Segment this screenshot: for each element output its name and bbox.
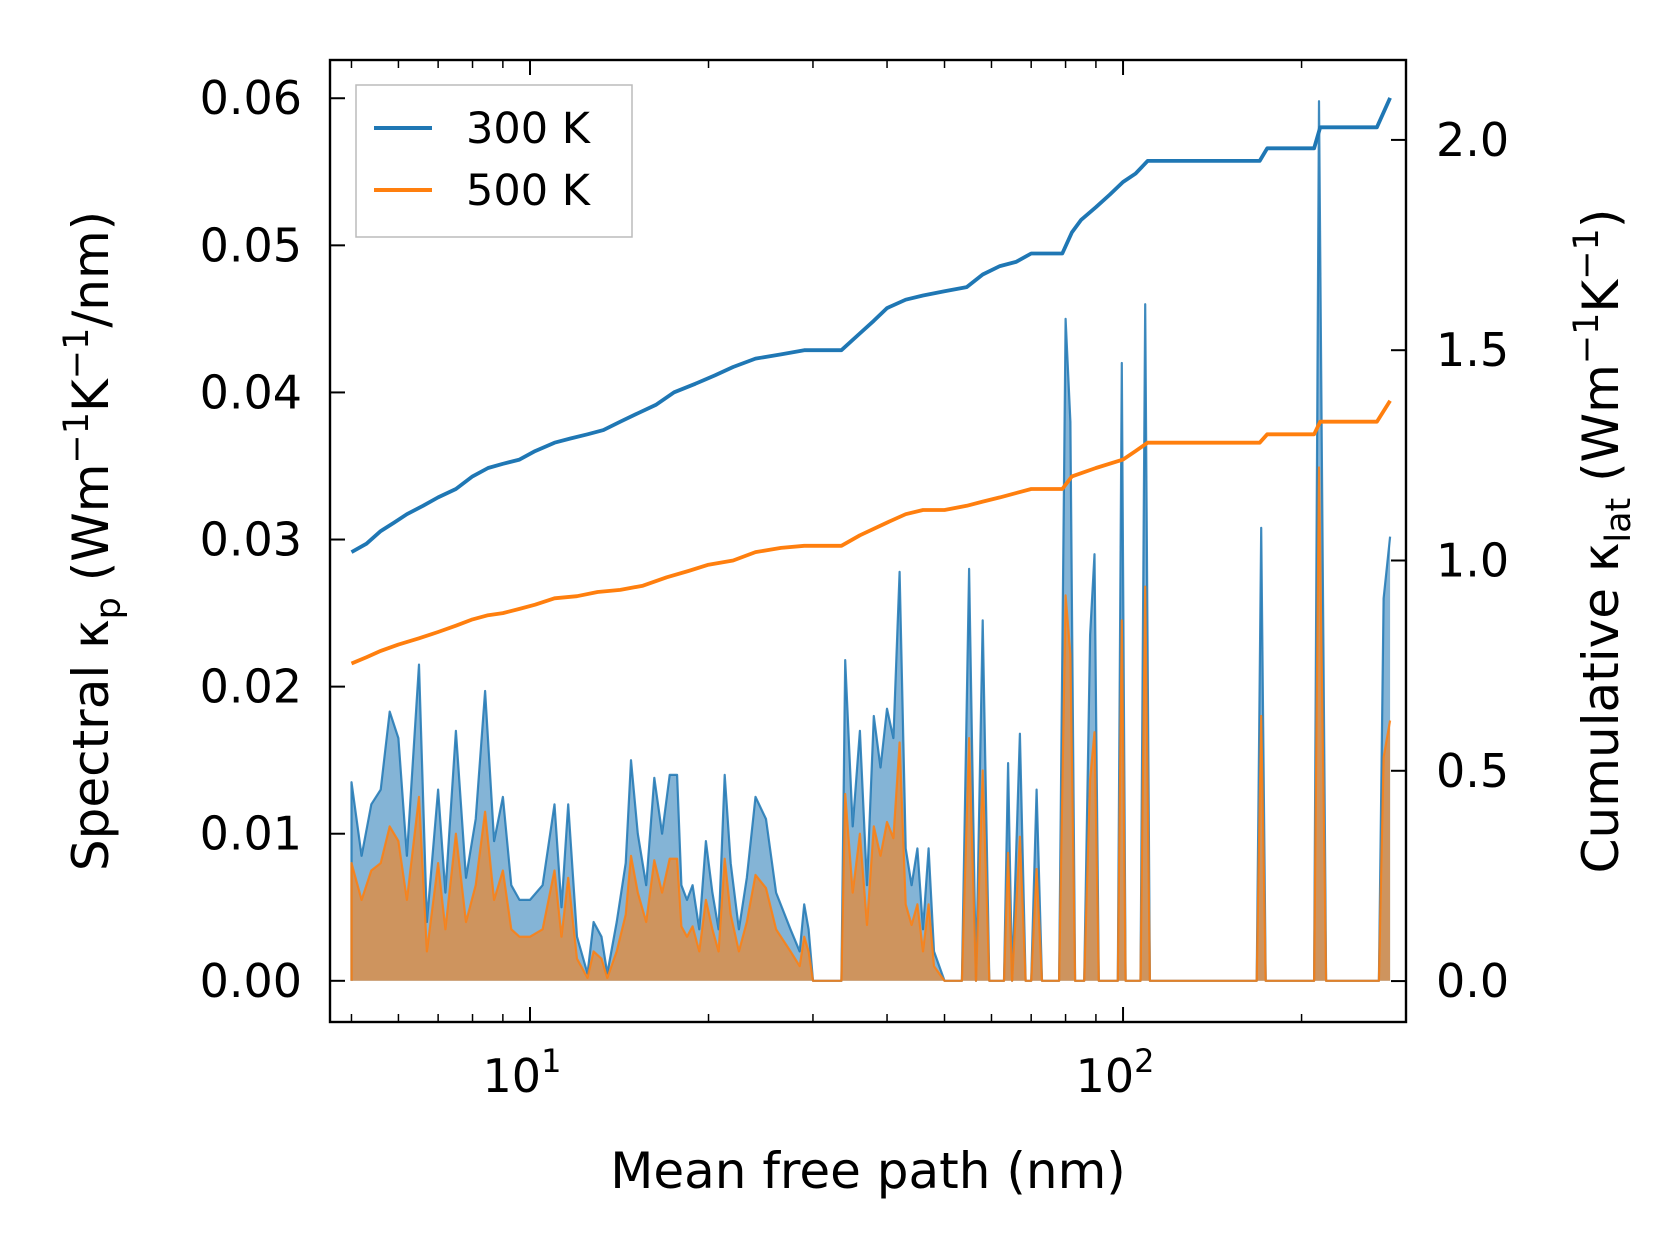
spectral-line-500k [350,466,1392,982]
y-right-tick-label-4: 2.0 [1436,113,1509,167]
x-tick-label-1: 102 [1076,1042,1155,1103]
axis-ticks: 101 102 0.00 0.01 0.02 0.03 0.04 0.05 0.06 0.0 0.5… [200,60,1509,1103]
y-left-label-sup-a: −1 [57,412,97,464]
y-left-label-unit-b: K [62,378,120,412]
cumulative-line-500k [350,399,1392,666]
y-right-label-main: Cumulative κ [1572,543,1630,874]
legend: 300 K 500 K [355,84,633,238]
cumulative-lines [350,97,1392,666]
y-left-tick-label-6: 0.06 [200,71,302,125]
legend-label-300k: 300 K [466,104,592,154]
y-right-axis-label: Cumulative κlat (Wm−1K−1) [1567,209,1639,874]
y-right-label-sup-a: −1 [1567,313,1607,365]
y-right-label-text: Cumulative κlat (Wm−1K−1) [1567,209,1639,874]
x-axis-label: Mean free path (nm) [610,1142,1126,1200]
y-left-tick-label-1: 0.01 [200,807,302,861]
y-left-label-unit-a: (Wm [62,464,120,598]
y-right-tick-label-2: 1.0 [1436,533,1509,587]
y-left-label-unit-c: /nm) [62,211,120,328]
y-right-label-sup-b: −1 [1567,228,1607,280]
x-tick-label-0: 101 [483,1042,562,1103]
y-left-label-sup-b: −1 [57,328,97,380]
y-left-label-sub: p [89,597,129,619]
y-right-tick-label-3: 1.5 [1436,323,1509,377]
y-right-label-unit-c: ) [1572,209,1630,229]
y-right-tick-label-1: 0.5 [1436,744,1509,798]
legend-box [355,84,633,238]
y-left-tick-label-0: 0.00 [200,954,302,1008]
y-right-label-unit-a: (Wm [1572,364,1630,498]
y-left-axis-label: Spectral κp (Wm−1K−1/nm) [57,211,129,871]
y-left-tick-label-3: 0.03 [200,513,302,567]
y-right-tick-label-0: 0.0 [1436,954,1509,1008]
cumulative-line-300k [350,97,1392,554]
plot-frame [328,58,1408,1024]
y-left-tick-label-4: 0.04 [200,365,302,419]
y-left-label-text: Spectral κp (Wm−1K−1/nm) [57,211,129,871]
y-right-label-sub: lat [1599,498,1639,543]
y-left-tick-label-2: 0.02 [200,660,302,714]
y-left-tick-label-5: 0.05 [200,218,302,272]
legend-label-500k: 500 K [466,166,592,216]
y-left-label-main: Spectral κ [62,619,120,871]
spectral-fills [350,100,1392,982]
y-right-label-unit-b: K [1572,279,1630,313]
